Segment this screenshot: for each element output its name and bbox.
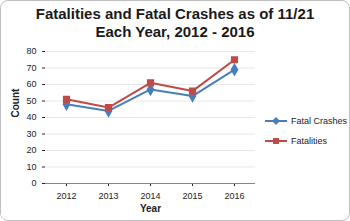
svg-text:2014: 2014 xyxy=(140,191,160,201)
svg-text:0: 0 xyxy=(31,178,36,188)
svg-text:80: 80 xyxy=(26,46,36,56)
svg-text:30: 30 xyxy=(26,129,36,139)
svg-text:Year: Year xyxy=(140,203,161,214)
html-text:Fatal Crashes: Fatal Crashes xyxy=(291,116,347,126)
svg-text:2016: 2016 xyxy=(224,191,244,201)
html-text:Fatalities and Fatal Crashes a: Fatalities and Fatal Crashes as of 11/21… xyxy=(35,5,315,40)
svg-text:Count: Count xyxy=(10,88,21,118)
svg-text:2012: 2012 xyxy=(56,191,76,201)
svg-text:20: 20 xyxy=(26,145,36,155)
svg-text:2015: 2015 xyxy=(182,191,202,201)
svg-text:40: 40 xyxy=(26,112,36,122)
svg-text:50: 50 xyxy=(26,96,36,106)
svg-text:70: 70 xyxy=(26,63,36,73)
svg-text:2013: 2013 xyxy=(98,191,118,201)
svg-text:10: 10 xyxy=(26,162,36,172)
svg-text:60: 60 xyxy=(26,79,36,89)
html-text:Fatalities: Fatalities xyxy=(291,136,327,146)
